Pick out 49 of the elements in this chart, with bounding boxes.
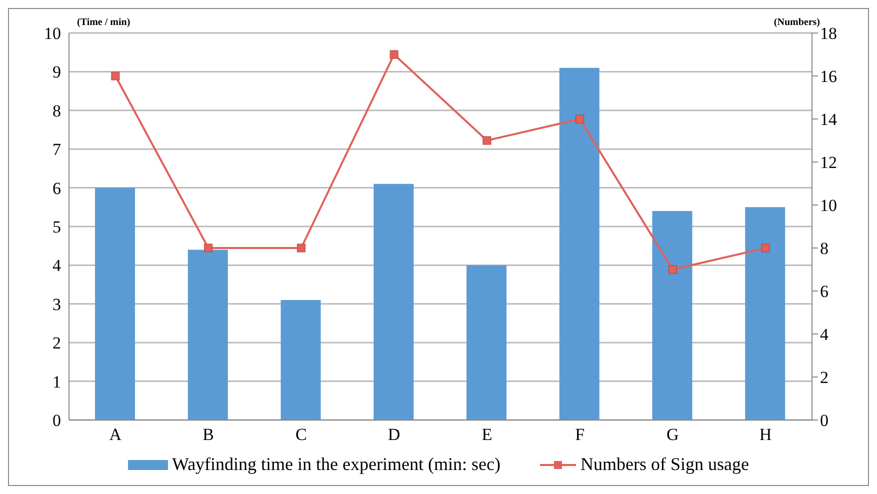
- y2-tick-label: 8: [820, 239, 828, 258]
- y-tick-label: 4: [52, 256, 62, 276]
- x-tick-label: C: [296, 425, 307, 444]
- point: [576, 114, 584, 124]
- bar: [559, 68, 600, 420]
- x-tick-label: B: [202, 425, 214, 444]
- legend-label: Numbers of Sign usage: [580, 454, 749, 475]
- point: [482, 136, 492, 145]
- y-tick-label: 1: [52, 372, 61, 392]
- point: [390, 50, 398, 59]
- y2-tick-label: 18: [820, 24, 837, 44]
- y2-axis-title: (Numbers): [774, 17, 820, 28]
- point: [204, 244, 213, 252]
- point: [111, 72, 120, 80]
- y-tick-label: 2: [52, 334, 61, 353]
- y2-tick-label: 16: [820, 67, 837, 86]
- y-tick-label: 0: [52, 411, 61, 430]
- y2-tick-label: 14: [820, 110, 838, 130]
- point: [761, 244, 770, 252]
- y-tick-label: 5: [52, 218, 61, 237]
- y-tick-label: 7: [52, 140, 62, 160]
- point: [296, 244, 306, 252]
- y2-tick-label: 12: [820, 153, 837, 172]
- y-tick-label: 6: [52, 178, 61, 198]
- bar: [652, 211, 692, 420]
- y-tick-label: 3: [52, 294, 61, 314]
- y2-tick-label: 4: [820, 325, 829, 344]
- y2-tick-label: 2: [820, 368, 828, 388]
- y-tick-label: 9: [52, 62, 61, 82]
- x-tick-label: A: [109, 425, 122, 444]
- bar: [95, 188, 135, 420]
- y-axis-title: (Time / min): [77, 17, 130, 28]
- y2-tick-label: 10: [820, 196, 837, 216]
- x-tick-label: E: [482, 425, 492, 444]
- y2-tick-label: 6: [820, 282, 828, 302]
- y-tick-label: 8: [52, 101, 61, 120]
- y2-tick-label: 0: [820, 411, 828, 430]
- legend-label: Wayfinding time in the experiment (min: sec): [172, 454, 500, 475]
- bar: [745, 207, 786, 420]
- point: [668, 265, 677, 274]
- x-tick-label: D: [388, 425, 400, 444]
- y-tick-label: 10: [44, 24, 61, 44]
- bar: [374, 184, 414, 420]
- bar: [466, 265, 506, 420]
- x-tick-label: H: [759, 425, 772, 444]
- x-tick-label: F: [575, 425, 585, 444]
- bar: [188, 250, 228, 420]
- x-tick-label: G: [666, 425, 679, 444]
- bar: [280, 300, 321, 420]
